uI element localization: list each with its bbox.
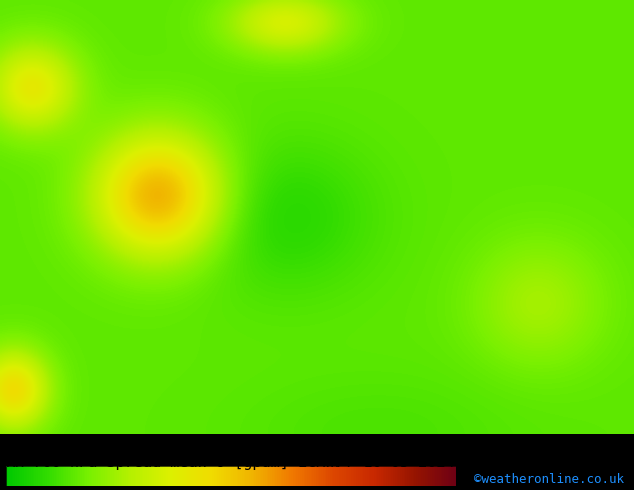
Text: RH 700 hPa Spread mean+σ [gpdm] ECMWF: RH 700 hPa Spread mean+σ [gpdm] ECMWF — [6, 455, 344, 470]
Text: Fr 10-05-2024 00:00 UTC (00+216): Fr 10-05-2024 00:00 UTC (00+216) — [335, 455, 628, 470]
Text: ©weatheronline.co.uk: ©weatheronline.co.uk — [474, 473, 624, 486]
